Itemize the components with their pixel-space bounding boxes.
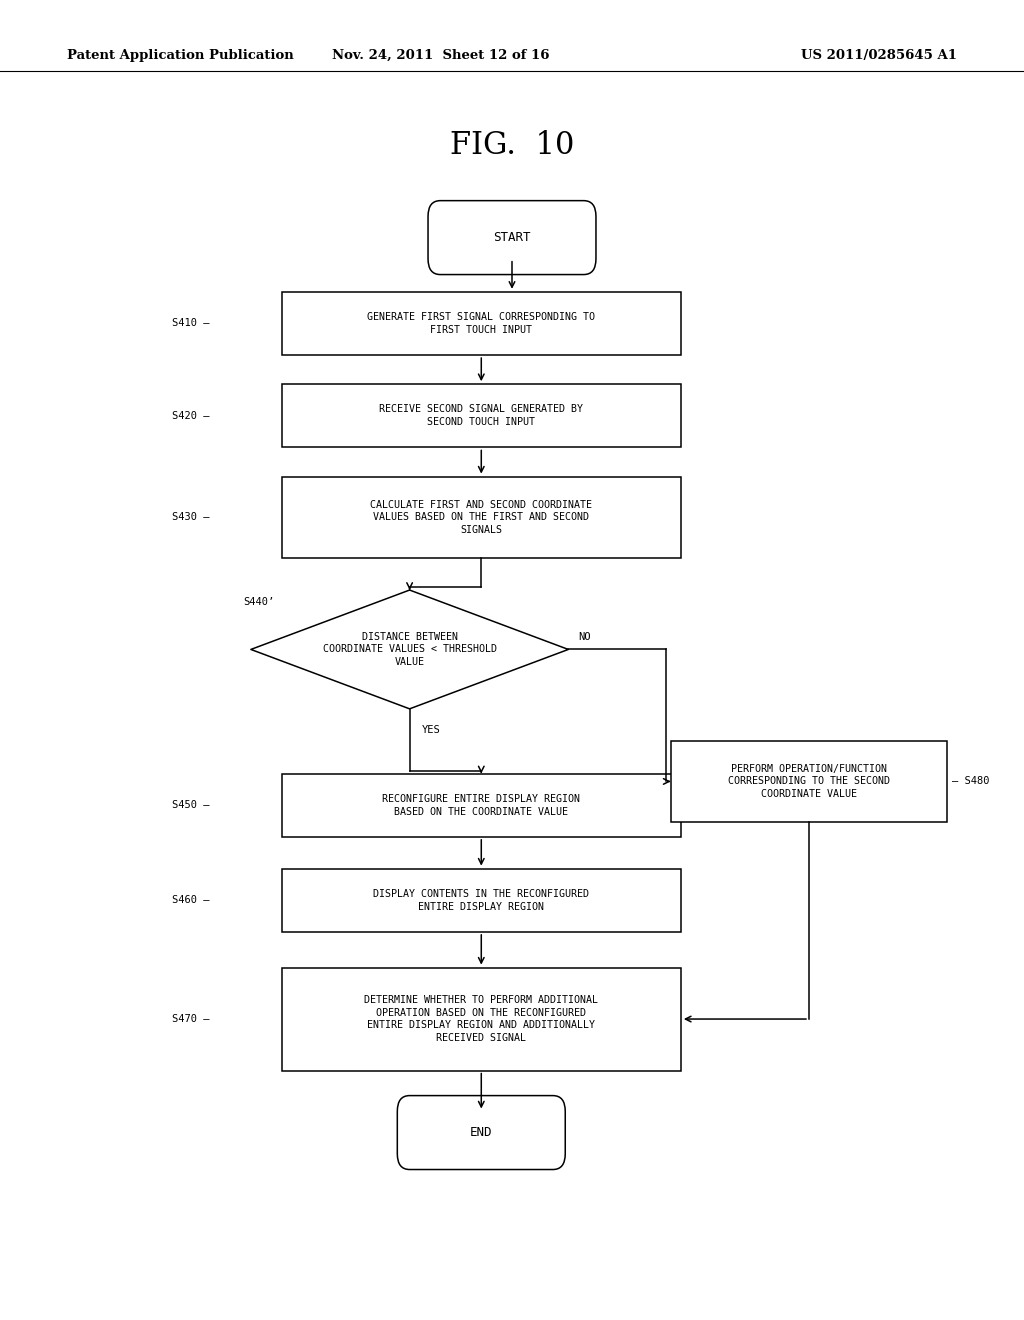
Bar [282,384,681,447]
Text: S420 —: S420 — [172,411,210,421]
Text: Patent Application Publication: Patent Application Publication [67,49,293,62]
Text: RECONFIGURE ENTIRE DISPLAY REGION
BASED ON THE COORDINATE VALUE: RECONFIGURE ENTIRE DISPLAY REGION BASED … [382,793,581,817]
Text: DETERMINE WHETHER TO PERFORM ADDITIONAL
OPERATION BASED ON THE RECONFIGURED
ENTI: DETERMINE WHETHER TO PERFORM ADDITIONAL … [365,995,598,1043]
Polygon shape [251,590,568,709]
Text: S460 —: S460 — [172,895,210,906]
Bar [282,292,681,355]
Text: RECEIVE SECOND SIGNAL GENERATED BY
SECOND TOUCH INPUT: RECEIVE SECOND SIGNAL GENERATED BY SECON… [379,404,584,428]
FancyBboxPatch shape [428,201,596,275]
Text: — S480: — S480 [952,776,990,787]
Bar [282,477,681,558]
Bar [282,774,681,837]
FancyBboxPatch shape [397,1096,565,1170]
Bar [282,968,681,1071]
Text: S430 —: S430 — [172,512,210,523]
Text: START: START [494,231,530,244]
Text: GENERATE FIRST SIGNAL CORRESPONDING TO
FIRST TOUCH INPUT: GENERATE FIRST SIGNAL CORRESPONDING TO F… [368,312,595,335]
Text: FIG.  10: FIG. 10 [450,129,574,161]
Text: END: END [470,1126,493,1139]
Text: US 2011/0285645 A1: US 2011/0285645 A1 [802,49,957,62]
Text: CALCULATE FIRST AND SECOND COORDINATE
VALUES BASED ON THE FIRST AND SECOND
SIGNA: CALCULATE FIRST AND SECOND COORDINATE VA… [371,500,592,535]
Text: S410 —: S410 — [172,318,210,329]
Text: NO: NO [579,631,591,642]
Bar [282,869,681,932]
Text: DISTANCE BETWEEN
COORDINATE VALUES < THRESHOLD
VALUE: DISTANCE BETWEEN COORDINATE VALUES < THR… [323,632,497,667]
Text: Nov. 24, 2011  Sheet 12 of 16: Nov. 24, 2011 Sheet 12 of 16 [332,49,549,62]
Bar [671,741,947,822]
Text: S440’: S440’ [243,597,274,607]
Text: YES: YES [422,725,440,735]
Text: PERFORM OPERATION/FUNCTION
CORRESPONDING TO THE SECOND
COORDINATE VALUE: PERFORM OPERATION/FUNCTION CORRESPONDING… [728,764,890,799]
Text: S450 —: S450 — [172,800,210,810]
Text: S470 —: S470 — [172,1014,210,1024]
Text: DISPLAY CONTENTS IN THE RECONFIGURED
ENTIRE DISPLAY REGION: DISPLAY CONTENTS IN THE RECONFIGURED ENT… [374,888,589,912]
